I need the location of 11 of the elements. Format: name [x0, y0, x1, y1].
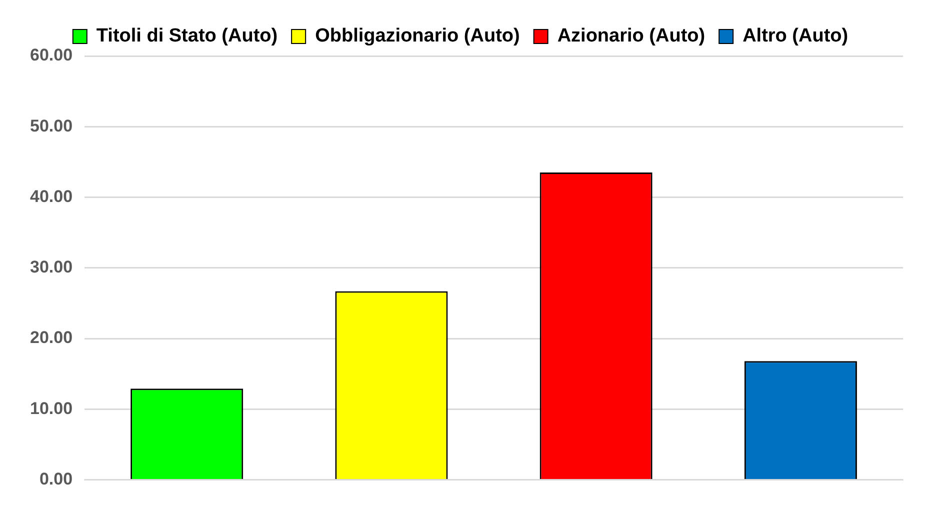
legend-label: Obbligazionario (Auto) — [315, 26, 520, 47]
legend-label: Altro (Auto) — [742, 26, 848, 47]
y-tick-label: 20.00 — [30, 328, 73, 348]
y-tick-label: 0.00 — [39, 469, 73, 488]
y-tick-label: 30.00 — [30, 258, 73, 277]
y-tick-label: 40.00 — [30, 186, 73, 206]
legend-label: Titoli di Stato (Auto) — [96, 26, 278, 47]
y-tick-label: 10.00 — [30, 398, 73, 418]
y-tick-label: 50.00 — [30, 116, 73, 136]
legend-label: Azionario (Auto) — [557, 26, 706, 47]
y-tick-label: 60.00 — [30, 46, 73, 65]
